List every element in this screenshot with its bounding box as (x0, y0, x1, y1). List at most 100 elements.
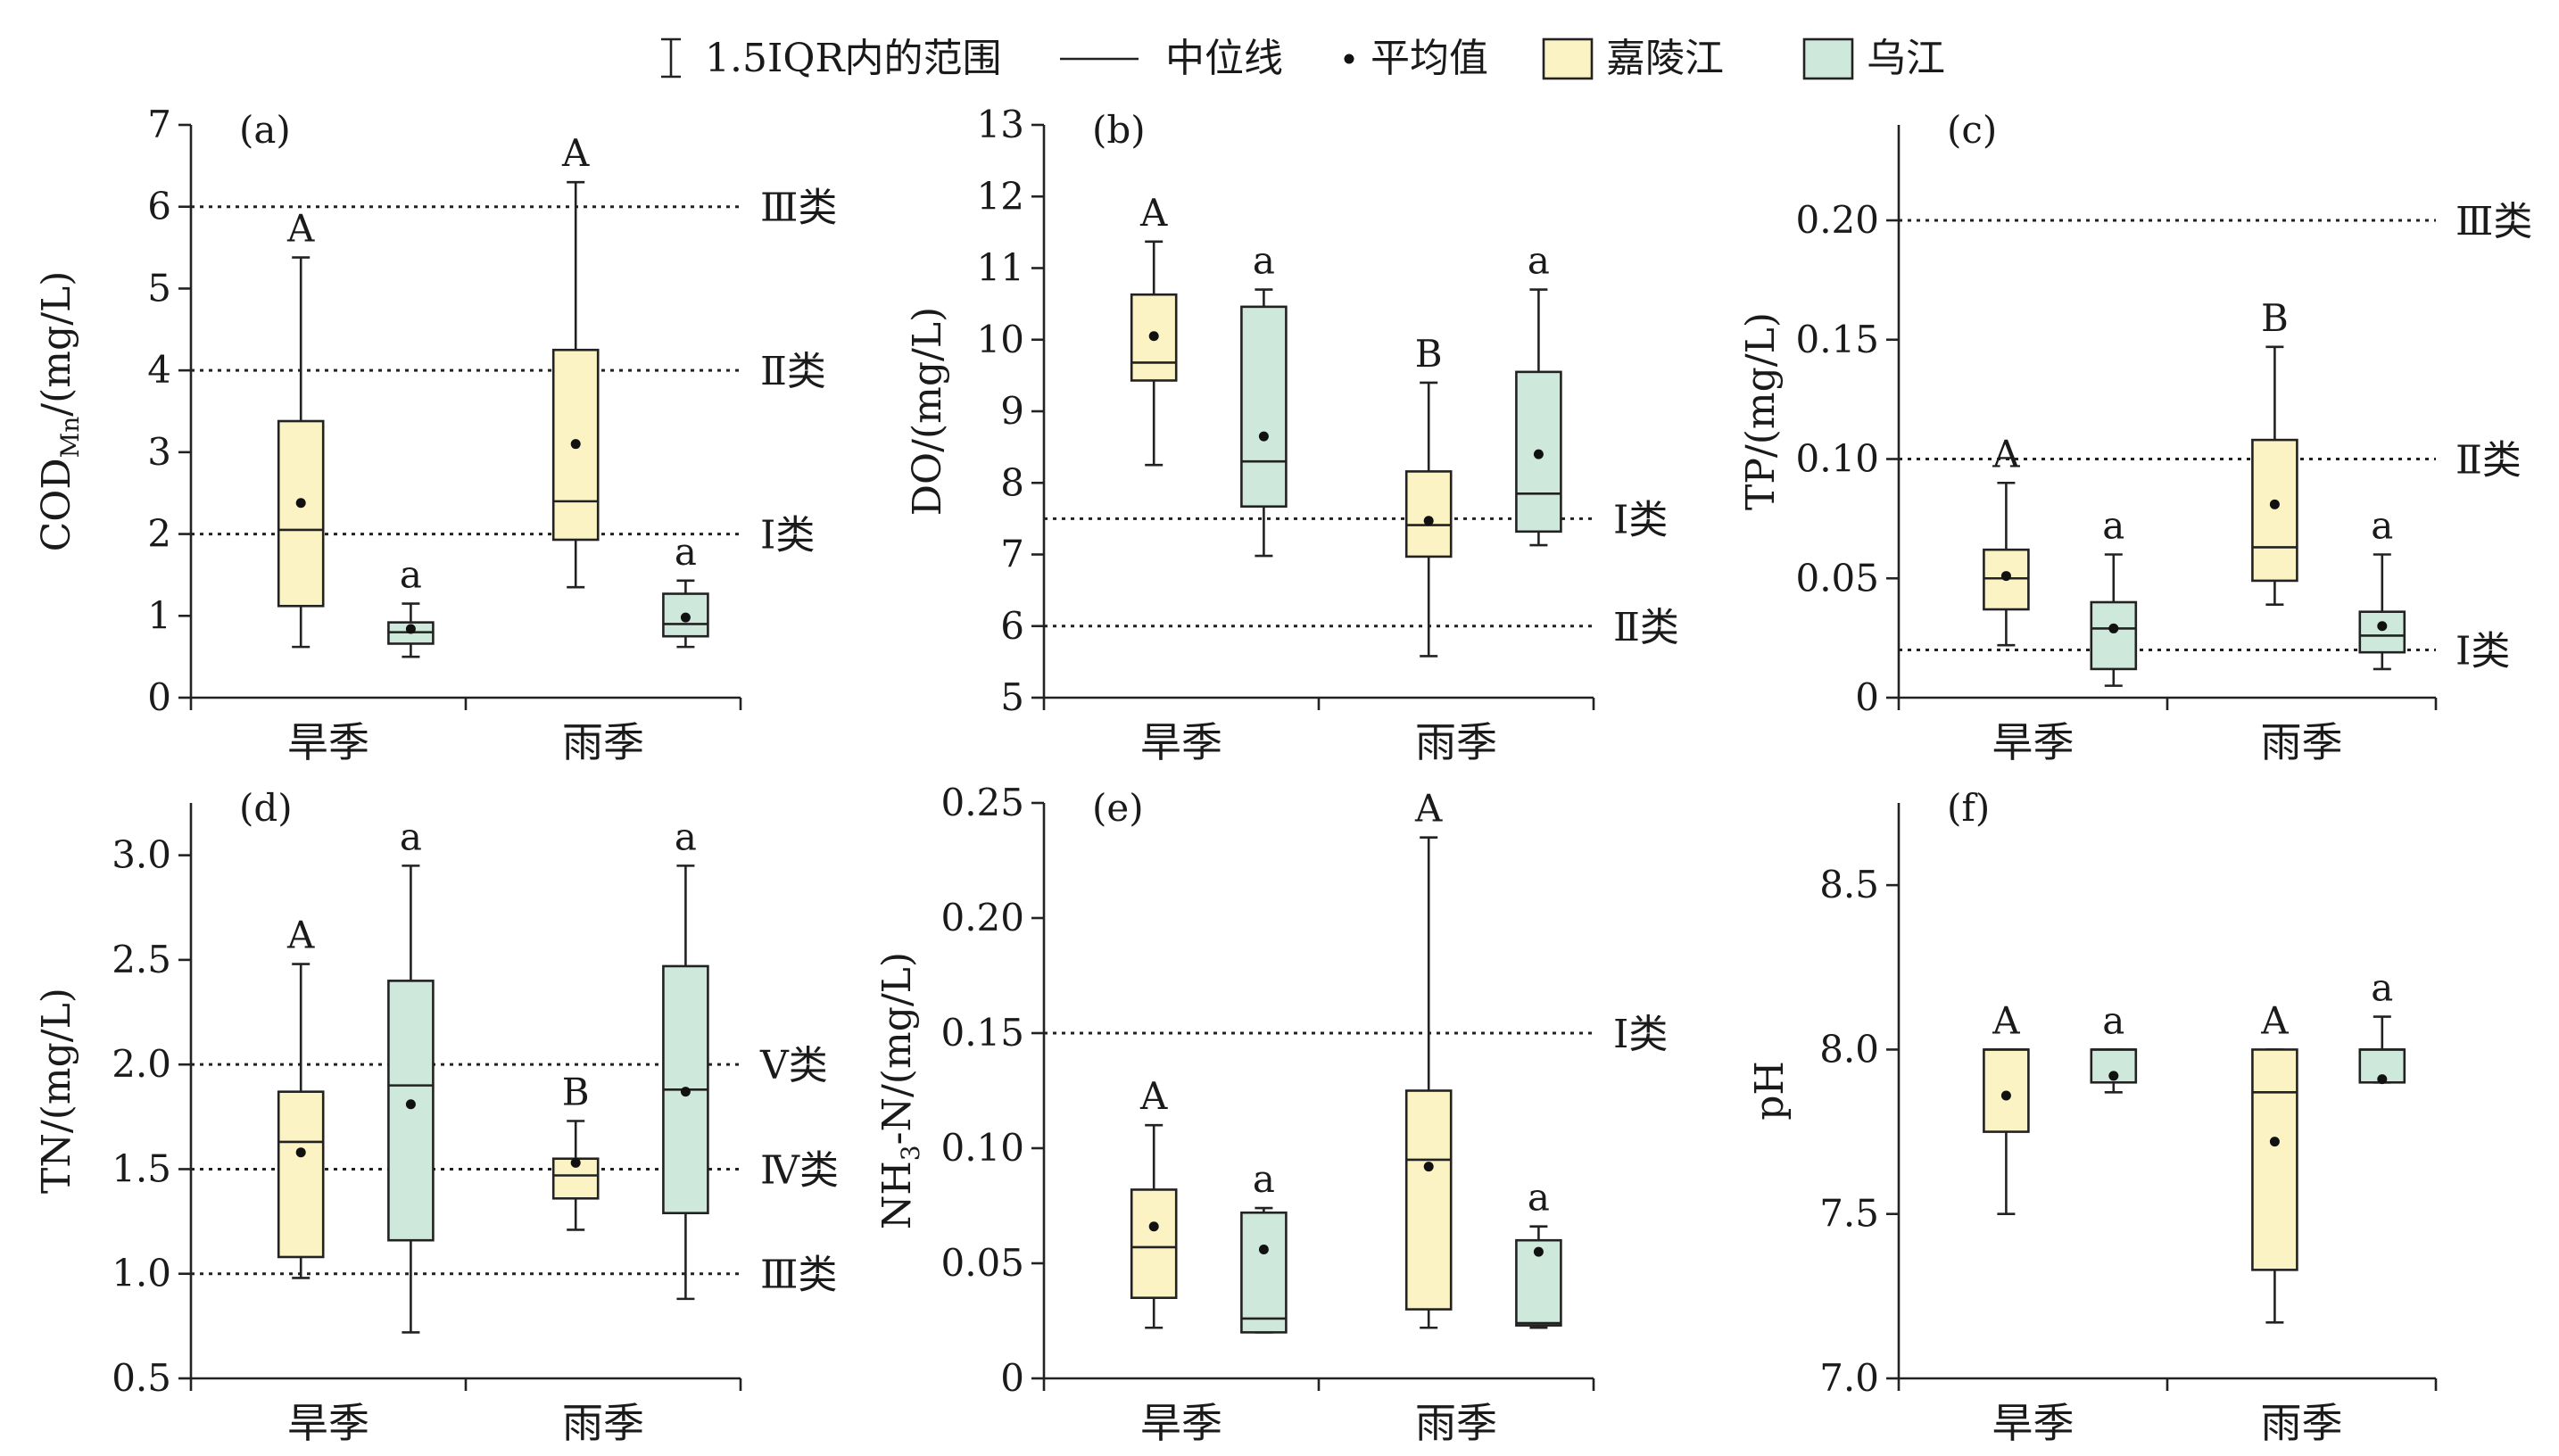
box-jialing-dry: A (1130, 1074, 1178, 1329)
mean-dot (1258, 1245, 1269, 1255)
panel-label: (e) (1092, 786, 1144, 830)
y-tick-label: 0.15 (940, 1011, 1024, 1055)
y-tick-label: 2 (147, 512, 171, 556)
mean-dot (1148, 1221, 1159, 1232)
category-label: 雨季 (2261, 1399, 2343, 1447)
y-tick-label: 3.0 (112, 833, 171, 877)
reference-line-label: Ⅰ类 (1613, 497, 1668, 542)
significance-letter: A (1992, 998, 2020, 1042)
reference-line-label: Ⅲ类 (2455, 199, 2532, 244)
chart-panel-f: 7.0 7.5 8.0 8.5 pH (f) 旱季 雨季 A Aa a (1747, 786, 2438, 1447)
significance-letter: A (286, 914, 315, 957)
y-tick-label: 10 (977, 318, 1024, 361)
y-axis-label: TP/(mg/L) (1738, 312, 1784, 510)
iqr-box (1240, 305, 1288, 509)
category-label: 旱季 (1140, 1399, 1222, 1447)
iqr-box (1240, 1211, 1288, 1334)
box-wujiang-dry: a (2090, 504, 2138, 687)
legend-median-label: 中位线 (1165, 36, 1283, 81)
reference-line-label: Ⅳ类 (760, 1147, 839, 1193)
mean-dot (1258, 431, 1269, 442)
significance-letter: a (675, 530, 697, 574)
reference-line-label: Ⅲ类 (760, 186, 837, 231)
y-tick-label: 0.5 (112, 1356, 171, 1400)
mean-dot (1148, 331, 1159, 342)
category-label: 旱季 (287, 718, 369, 766)
y-tick-label: 1 (147, 593, 171, 637)
legend-swatch-jialing (1542, 37, 1594, 80)
reference-line-label: Ⅰ类 (1613, 1012, 1668, 1057)
y-tick-label: 0.25 (940, 781, 1024, 824)
box-jialing-dry: A (277, 914, 325, 1279)
chart-panel-e: 0 0.05 0.10 0.15 0.20 0.25 NH3-N/(mg/L) (e) Ⅰ类旱季… (874, 781, 1668, 1447)
mean-dot (1423, 516, 1434, 526)
mean-dot (2377, 621, 2388, 632)
y-tick-label: 4 (147, 348, 171, 392)
reference-line-label: Ⅰ类 (2455, 629, 2510, 674)
box-wujiang-wet: a (662, 530, 709, 649)
reference-line-label: Ⅱ类 (2455, 438, 2522, 484)
box-jialing-dry: A (1983, 998, 2030, 1216)
y-axis-label: pH (1747, 1061, 1793, 1121)
iqr-box (2251, 1048, 2298, 1271)
y-tick-label: 0.10 (940, 1126, 1024, 1170)
significance-letter: a (2102, 504, 2124, 548)
panel-label: (d) (239, 786, 293, 830)
box-jialing-wet: A (1404, 787, 1453, 1329)
y-tick-label: 5 (147, 266, 171, 310)
mean-dot (2108, 1071, 2119, 1081)
category-label: 雨季 (2261, 718, 2343, 766)
iqr-box (387, 980, 435, 1242)
legend-swatch-wujiang (1802, 37, 1854, 80)
y-axis-label: CODMn/(mg/L) (34, 271, 85, 552)
box-wujiang-dry: a (387, 553, 435, 658)
iqr-box (2358, 610, 2406, 654)
mean-dot (2000, 1090, 2011, 1101)
y-tick-label: 9 (1000, 389, 1024, 433)
significance-letter: a (2371, 966, 2393, 1010)
mean-dot (295, 498, 306, 509)
y-tick-label: 8.0 (1819, 1027, 1879, 1071)
panel-label: (f) (1947, 786, 1990, 830)
mean-dot (680, 612, 691, 623)
mean-dot (2000, 571, 2011, 582)
y-tick-label: 0.15 (1795, 318, 1879, 361)
iqr-box (2251, 438, 2298, 583)
y-tick-label: 12 (977, 174, 1024, 218)
iqr-box (1404, 470, 1453, 558)
significance-letter: A (1139, 191, 1168, 235)
significance-letter: B (562, 1071, 590, 1114)
category-label: 旱季 (1992, 1399, 2075, 1447)
y-tick-label: 0 (1000, 1356, 1024, 1400)
category-label: 旱季 (1140, 718, 1222, 766)
iqr-box (277, 419, 325, 608)
box-wujiang-dry: a (1240, 239, 1288, 558)
iqr-box (277, 1090, 325, 1259)
significance-letter: a (1528, 239, 1550, 283)
panel-label: (c) (1947, 108, 1997, 152)
y-tick-label: 0.20 (940, 896, 1024, 939)
significance-letter: a (1253, 1157, 1275, 1201)
y-axis-label: NH3-N/(mg/L) (874, 952, 925, 1229)
significance-letter: a (400, 553, 422, 597)
legend-mean-label: 平均值 (1371, 36, 1488, 81)
mean-dot (2377, 1074, 2388, 1085)
reference-line-label: Ⅲ类 (760, 1253, 837, 1298)
y-tick-label: 2.0 (112, 1042, 171, 1086)
box-jialing-dry: A (277, 207, 325, 649)
box-jialing-wet: A (551, 131, 600, 589)
mean-dot (1423, 1162, 1434, 1172)
category-label: 雨季 (562, 718, 644, 766)
legend-mean-dot (1344, 54, 1354, 64)
iqr-box (1130, 1188, 1178, 1299)
box-wujiang-wet: a (1515, 1176, 1562, 1329)
mean-dot (2269, 499, 2280, 509)
y-tick-label: 8.5 (1819, 863, 1879, 906)
y-tick-label: 7.5 (1819, 1192, 1879, 1236)
significance-letter: A (1414, 787, 1443, 831)
mean-dot (570, 439, 581, 450)
category-label: 雨季 (1415, 1399, 1497, 1447)
